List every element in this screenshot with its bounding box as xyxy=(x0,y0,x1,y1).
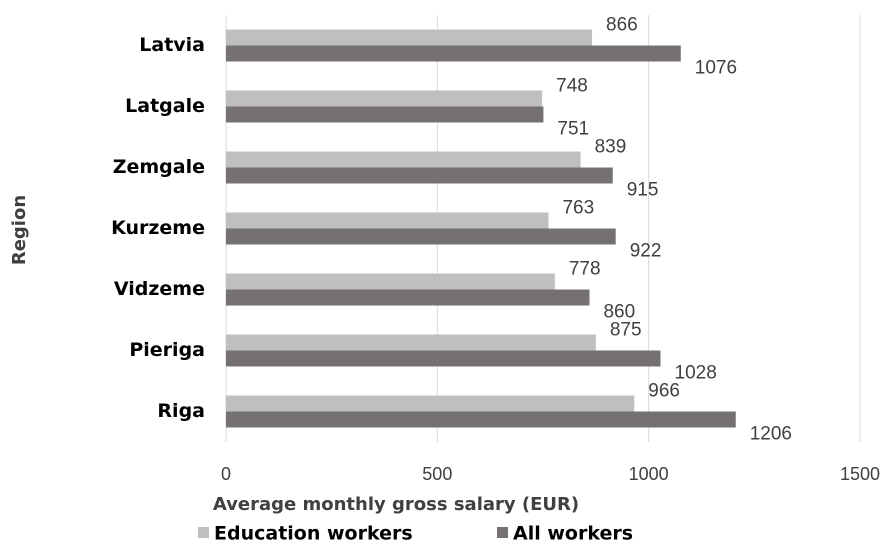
bar xyxy=(226,395,635,412)
data-label: 763 xyxy=(562,198,594,219)
bar xyxy=(226,29,593,46)
data-label: 1206 xyxy=(750,424,792,445)
data-label: 1028 xyxy=(675,363,717,384)
y-tick-label: Kurzeme xyxy=(111,217,205,239)
data-label: 875 xyxy=(610,320,642,341)
x-axis-title: Average monthly gross salary (EUR) xyxy=(213,494,579,515)
x-tick-label: 1500 xyxy=(840,464,880,484)
y-tick-label: Latvia xyxy=(139,34,205,56)
data-label: 966 xyxy=(648,381,680,402)
data-label: 751 xyxy=(557,119,589,140)
y-axis-title: Region xyxy=(9,195,30,265)
legend-label: Education workers xyxy=(214,523,413,544)
data-label: 915 xyxy=(627,180,659,201)
y-tick-label: Pieriga xyxy=(129,339,205,361)
data-label: 748 xyxy=(556,76,588,97)
bar xyxy=(226,90,543,107)
bar xyxy=(226,167,613,184)
bar xyxy=(226,334,596,351)
legend-swatch xyxy=(497,527,508,538)
y-tick-label: Riga xyxy=(157,400,205,422)
data-label: 778 xyxy=(569,259,601,280)
legend-swatch xyxy=(198,527,209,538)
legend-label: All workers xyxy=(513,523,633,544)
bar xyxy=(226,228,616,245)
bar xyxy=(226,212,549,229)
x-tick-label: 500 xyxy=(422,464,452,484)
bar xyxy=(226,45,681,62)
data-label: 866 xyxy=(606,15,638,36)
bar xyxy=(226,273,555,290)
data-label: 1076 xyxy=(695,58,737,79)
bar xyxy=(226,106,544,123)
bar xyxy=(226,411,736,428)
bar xyxy=(226,350,661,367)
y-tick-label: Zemgale xyxy=(113,156,205,178)
y-tick-label: Vidzeme xyxy=(114,278,205,300)
data-label: 860 xyxy=(603,302,635,323)
bar xyxy=(226,151,581,168)
x-tick-label: 0 xyxy=(221,464,231,484)
data-label: 922 xyxy=(630,241,662,262)
bar xyxy=(226,289,590,306)
data-label: 839 xyxy=(595,137,627,158)
y-tick-label: Latgale xyxy=(125,95,205,117)
x-tick-label: 1000 xyxy=(629,464,669,484)
